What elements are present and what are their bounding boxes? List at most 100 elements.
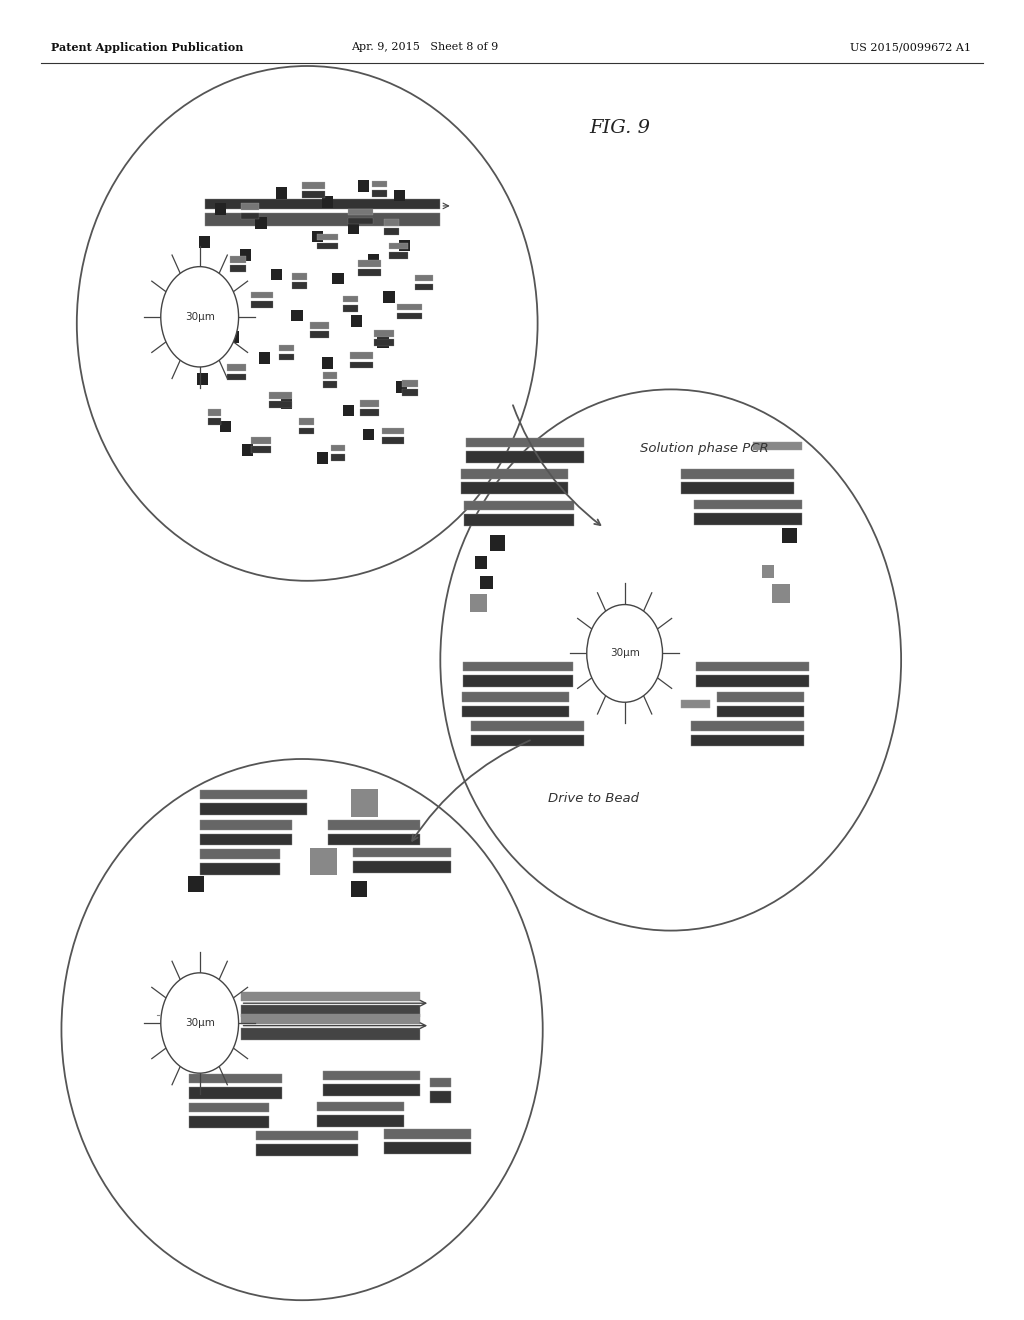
Bar <box>230 265 246 272</box>
Bar <box>360 400 379 407</box>
Bar <box>681 700 710 708</box>
Bar <box>200 789 307 799</box>
Bar <box>350 362 373 368</box>
Bar <box>276 187 287 198</box>
Bar <box>377 337 389 347</box>
Bar <box>461 470 568 479</box>
Bar <box>399 240 410 251</box>
Bar <box>317 234 338 240</box>
Bar <box>348 209 373 215</box>
Circle shape <box>161 973 239 1073</box>
Bar <box>347 223 358 235</box>
Bar <box>187 875 204 892</box>
Bar <box>189 1088 282 1098</box>
Bar <box>691 734 804 747</box>
Bar <box>374 330 394 337</box>
Bar <box>281 397 293 409</box>
Bar <box>382 428 404 434</box>
Bar <box>382 437 404 444</box>
Bar <box>331 454 345 461</box>
Bar <box>462 705 569 718</box>
Bar <box>200 803 307 814</box>
Bar <box>205 199 440 209</box>
Bar <box>332 273 344 284</box>
Bar <box>317 1114 404 1127</box>
Bar <box>358 269 381 276</box>
Bar <box>389 252 408 259</box>
Bar <box>256 1130 358 1139</box>
Bar <box>217 326 230 333</box>
Bar <box>691 721 804 731</box>
Text: Patent Application Publication: Patent Application Publication <box>51 42 244 53</box>
Bar <box>374 339 394 346</box>
Bar <box>291 310 303 321</box>
Text: 30μm: 30μm <box>184 1018 215 1028</box>
Text: Apr. 9, 2015   Sheet 8 of 9: Apr. 9, 2015 Sheet 8 of 9 <box>351 42 499 53</box>
Bar <box>331 445 345 451</box>
Bar <box>227 374 246 380</box>
Bar <box>241 1014 420 1024</box>
Text: 30μm: 30μm <box>609 648 640 659</box>
Bar <box>241 1027 420 1040</box>
Bar <box>200 834 292 846</box>
Bar <box>696 663 809 671</box>
Bar <box>241 203 259 210</box>
Bar <box>384 1129 471 1138</box>
Bar <box>351 789 378 817</box>
Bar <box>383 292 395 302</box>
Bar <box>240 249 252 260</box>
Bar <box>270 269 283 280</box>
Bar <box>415 275 433 281</box>
Bar <box>310 322 329 329</box>
Bar <box>258 352 270 363</box>
Bar <box>360 409 379 416</box>
Bar <box>471 721 584 731</box>
Bar <box>200 850 280 859</box>
Bar <box>323 1085 420 1096</box>
Bar <box>256 1143 358 1156</box>
Bar <box>466 450 584 462</box>
Bar <box>358 260 381 267</box>
Text: FIG. 9: FIG. 9 <box>589 119 650 137</box>
Bar <box>189 1117 269 1127</box>
Text: Drive to Bead: Drive to Bead <box>548 792 639 805</box>
Bar <box>292 282 307 289</box>
Bar <box>471 734 584 747</box>
Bar <box>302 191 325 198</box>
Bar <box>415 284 433 290</box>
Bar <box>323 381 337 388</box>
Bar <box>717 692 804 702</box>
Bar <box>200 820 292 830</box>
Bar <box>389 243 408 249</box>
Bar <box>464 502 574 511</box>
Circle shape <box>161 267 239 367</box>
Bar <box>251 446 271 453</box>
Text: US 2015/0099672 A1: US 2015/0099672 A1 <box>850 42 971 53</box>
Bar <box>430 1077 451 1088</box>
Bar <box>351 880 368 898</box>
Bar <box>353 849 451 858</box>
Bar <box>369 255 379 265</box>
Bar <box>317 1101 404 1111</box>
Bar <box>311 231 324 243</box>
Bar <box>230 256 246 263</box>
Bar <box>681 482 794 494</box>
Bar <box>322 358 334 368</box>
Bar <box>323 1072 420 1080</box>
Bar <box>299 428 314 434</box>
Bar <box>393 190 406 201</box>
Bar <box>480 576 493 589</box>
Bar <box>343 305 358 312</box>
Bar <box>189 1074 282 1082</box>
Text: Solution phase PCR: Solution phase PCR <box>640 442 769 455</box>
Bar <box>317 243 338 249</box>
Bar <box>302 182 325 189</box>
Bar <box>227 331 240 342</box>
Bar <box>205 213 440 226</box>
Bar <box>372 181 387 187</box>
Bar <box>384 219 399 226</box>
Bar <box>464 513 574 525</box>
Bar <box>462 692 569 702</box>
Bar <box>350 315 362 326</box>
Bar <box>328 820 420 830</box>
